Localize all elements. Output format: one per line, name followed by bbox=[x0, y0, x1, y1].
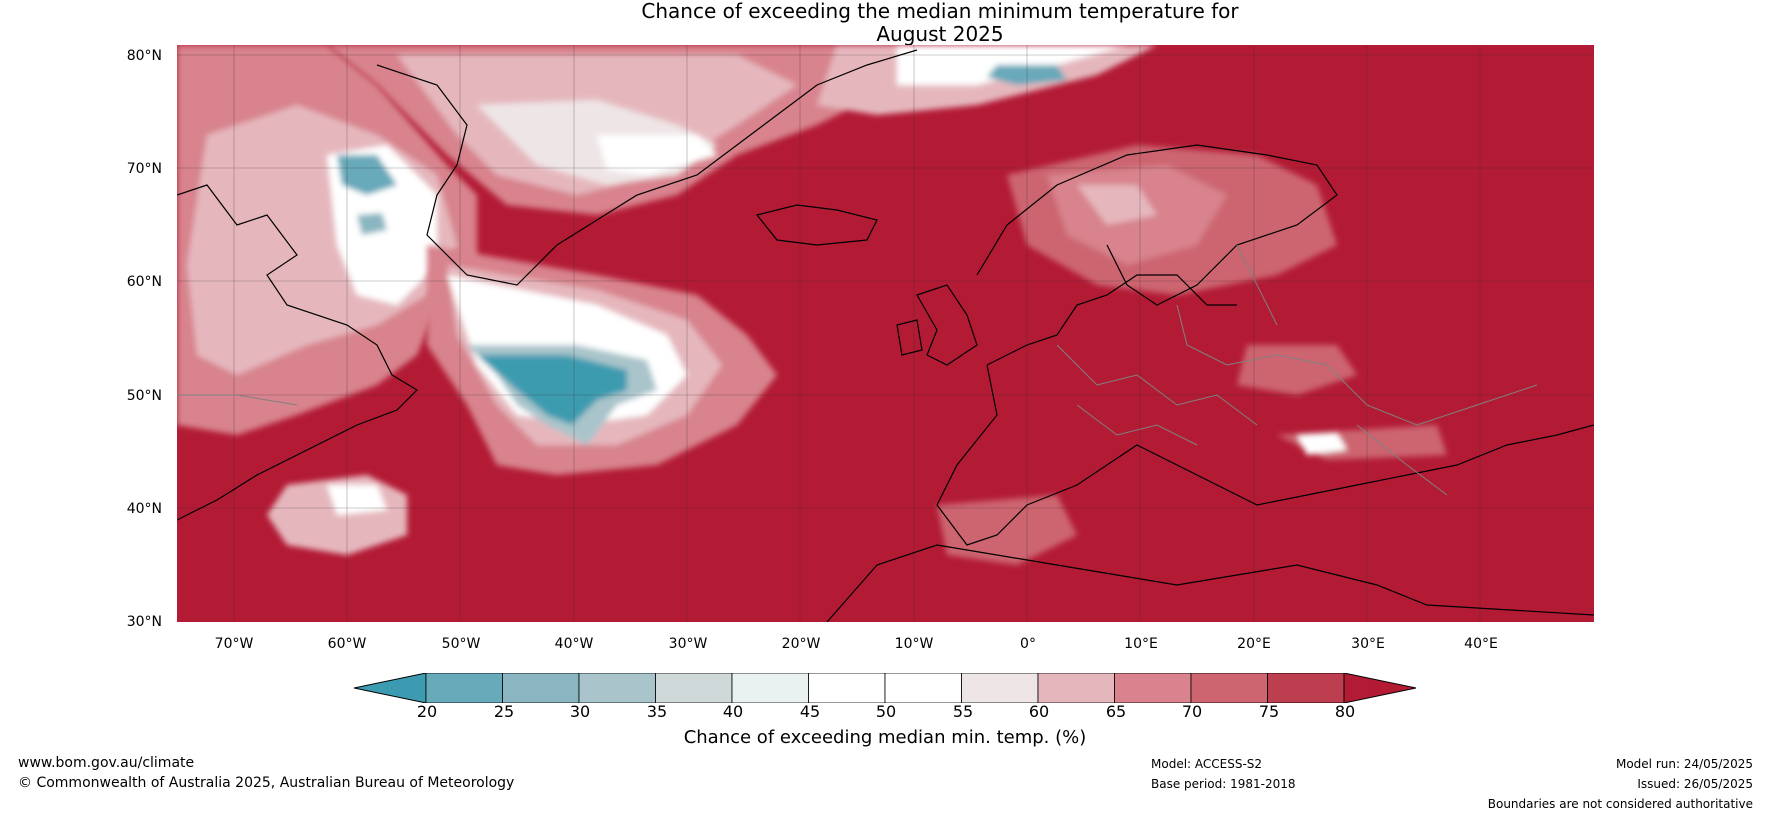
lon-label-30w: 30°W bbox=[668, 636, 708, 652]
lon-label-20e: 20°E bbox=[1237, 636, 1271, 652]
colorbar-tick-50: 50 bbox=[875, 702, 897, 721]
colorbar-cell-30-35 bbox=[578, 673, 656, 703]
lat-label-60n: 60°N bbox=[126, 274, 162, 290]
colorbar-label: Chance of exceeding median min. temp. (%… bbox=[683, 727, 1087, 748]
colorbar-cell-55-60 bbox=[961, 673, 1039, 703]
colorbar-tick-25: 25 bbox=[493, 702, 515, 721]
lon-label-10e: 10°E bbox=[1124, 636, 1158, 652]
anomaly-region-europe bbox=[937, 145, 1447, 565]
anomaly-region-arctic bbox=[327, 45, 1157, 215]
colorbar-cell-45-50 bbox=[808, 673, 886, 703]
lat-label-50n: 50°N bbox=[126, 388, 162, 404]
footer-url: www.bom.gov.au/climate bbox=[18, 755, 195, 771]
colorbar-cell-50-55 bbox=[884, 673, 962, 703]
colorbar-under-arrow bbox=[354, 673, 427, 703]
lon-label-40e: 40°E bbox=[1464, 636, 1498, 652]
colorbar-cell-40-45 bbox=[731, 673, 809, 703]
footer-base-period: Base period: 1981-2018 bbox=[1151, 777, 1296, 791]
colorbar-tick-30: 30 bbox=[569, 702, 591, 721]
graticule bbox=[177, 45, 1594, 622]
colorbar-tick-35: 35 bbox=[646, 702, 668, 721]
lon-label-10w: 10°W bbox=[894, 636, 934, 652]
lon-label-20w: 20°W bbox=[781, 636, 821, 652]
footer-issued: Issued: 26/05/2025 bbox=[1637, 777, 1753, 791]
colorbar-cell-25-30 bbox=[502, 673, 580, 703]
colorbar-tick-65: 65 bbox=[1105, 702, 1127, 721]
anomaly-region-north-atlantic bbox=[427, 245, 777, 475]
colorbar-cells bbox=[425, 673, 1345, 703]
colorbar-tick-60: 60 bbox=[1028, 702, 1050, 721]
footer-model: Model: ACCESS-S2 bbox=[1151, 757, 1263, 771]
colorbar-tick-45: 45 bbox=[799, 702, 821, 721]
colorbar-tick-40: 40 bbox=[722, 702, 744, 721]
colorbar-cell-20-25 bbox=[425, 673, 503, 703]
colorbar-tick-70: 70 bbox=[1181, 702, 1203, 721]
lat-label-40n: 40°N bbox=[126, 501, 162, 517]
colorbar-tick-75: 75 bbox=[1258, 702, 1280, 721]
lon-label-30e: 30°E bbox=[1351, 636, 1385, 652]
colorbar-over-arrow bbox=[1343, 673, 1417, 703]
colorbar-tick-80: 80 bbox=[1334, 702, 1356, 721]
lon-label-0: 0° bbox=[1020, 636, 1036, 652]
colorbar-tick-20: 20 bbox=[416, 702, 438, 721]
lat-label-80n: 80°N bbox=[126, 48, 162, 64]
colorbar-cell-75-80 bbox=[1267, 673, 1345, 703]
country-boundaries bbox=[177, 244, 1538, 496]
map-svg bbox=[177, 45, 1594, 622]
forecast-map bbox=[177, 45, 1594, 622]
footer-copyright: © Commonwealth of Australia 2025, Austra… bbox=[18, 775, 515, 791]
coastlines bbox=[177, 49, 1594, 622]
anomaly-region-northwest bbox=[177, 45, 477, 555]
lat-label-30n: 30°N bbox=[126, 614, 162, 630]
colorbar-cell-65-70 bbox=[1114, 673, 1192, 703]
colorbar-tick-55: 55 bbox=[952, 702, 974, 721]
colorbar-cell-70-75 bbox=[1190, 673, 1268, 703]
colorbar-cell-60-65 bbox=[1037, 673, 1115, 703]
title-line-1: Chance of exceeding the median minimum t… bbox=[641, 0, 1239, 23]
lat-label-70n: 70°N bbox=[126, 161, 162, 177]
colorbar bbox=[354, 673, 1417, 703]
lon-label-60w: 60°W bbox=[327, 636, 367, 652]
footer-disclaimer: Boundaries are not considered authoritat… bbox=[1487, 797, 1753, 811]
lon-label-50w: 50°W bbox=[441, 636, 481, 652]
colorbar-cell-35-40 bbox=[655, 673, 733, 703]
map-title: Chance of exceeding the median minimum t… bbox=[520, 0, 1360, 46]
footer-model-run: Model run: 24/05/2025 bbox=[1615, 757, 1753, 771]
title-line-2: August 2025 bbox=[876, 22, 1004, 46]
lon-label-40w: 40°W bbox=[554, 636, 594, 652]
lon-label-70w: 70°W bbox=[214, 636, 254, 652]
